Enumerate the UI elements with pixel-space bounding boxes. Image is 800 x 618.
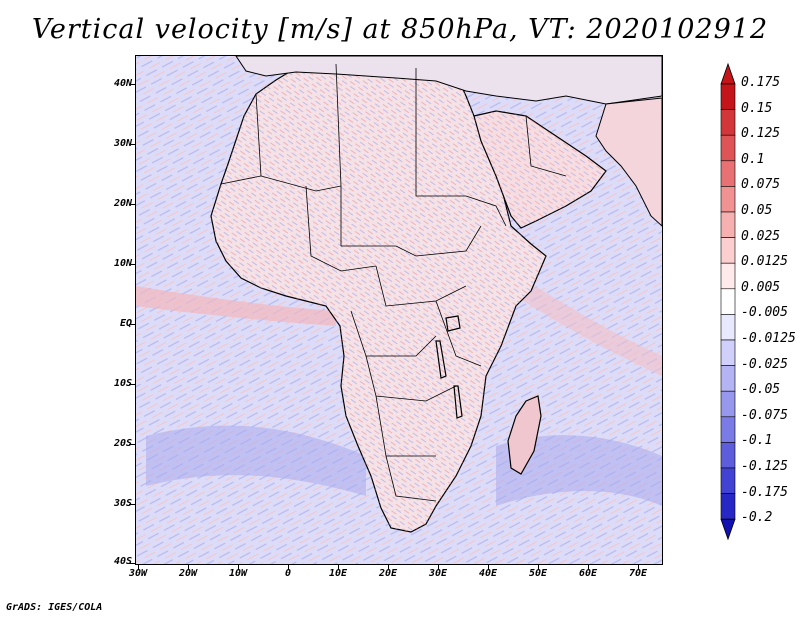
x-tick <box>288 564 289 570</box>
y-axis-label: 20S <box>113 438 132 449</box>
colorbar-label: 0.15 <box>741 100 773 116</box>
colorbar-cell <box>720 262 736 290</box>
x-tick <box>638 564 639 570</box>
south-atlantic-blue <box>146 425 366 496</box>
x-tick <box>388 564 389 570</box>
map-svg <box>136 56 662 564</box>
x-axis-label: 30E <box>428 568 448 579</box>
y-axis-label: 30S <box>113 498 132 509</box>
x-tick <box>188 564 189 570</box>
x-axis-label: 70E <box>628 568 648 579</box>
colorbar-label: 0.005 <box>741 279 781 295</box>
colorbar-label: 0.0125 <box>741 254 788 270</box>
colorbar-label: -0.1 <box>741 433 773 449</box>
y-tick <box>129 563 135 564</box>
colorbar-label: 0.05 <box>741 203 773 218</box>
colorbar-cell <box>720 83 736 110</box>
y-tick <box>129 504 135 505</box>
colorbar-cell <box>720 339 736 366</box>
y-axis-label: 40S <box>113 556 132 567</box>
colorbar-label: -0.075 <box>741 407 788 423</box>
colorbar-cell <box>720 390 736 418</box>
colorbar-cell <box>720 237 736 264</box>
lake-malawi <box>453 385 463 419</box>
colorbar <box>720 62 736 541</box>
colorbar-top-arrow <box>720 62 736 85</box>
madagascar <box>507 395 542 475</box>
colorbar-label: -0.05 <box>741 382 781 398</box>
colorbar-label: -0.0125 <box>741 331 796 346</box>
india-landmass <box>595 97 662 227</box>
colorbar-label: 0.1 <box>741 151 765 167</box>
colorbar-label: 0.175 <box>741 75 781 90</box>
country-borders <box>220 63 567 502</box>
lake-victoria <box>445 315 461 332</box>
colorbar-cell <box>720 288 736 315</box>
europe-landmass <box>235 56 662 105</box>
colorbar-label: 0.075 <box>741 177 781 193</box>
colorbar-cell <box>720 416 736 443</box>
colorbar-cell <box>720 442 736 469</box>
colorbar-cell <box>720 211 736 238</box>
colorbar-cell <box>720 186 736 213</box>
y-tick <box>129 384 135 385</box>
y-tick <box>129 444 135 445</box>
colorbar-cell <box>720 160 736 187</box>
x-axis-label: 20E <box>378 568 398 579</box>
x-tick <box>238 564 239 570</box>
colorbar-label: 0.125 <box>741 126 781 142</box>
colorbar-label: -0.175 <box>741 484 788 500</box>
colorbar-cell <box>720 493 736 520</box>
footer-credit: GrADS: IGES/COLA <box>6 602 103 613</box>
x-axis-label: 20W <box>178 568 198 579</box>
colorbar-label: 0.025 <box>741 228 781 244</box>
y-axis-label: 30N <box>113 138 132 149</box>
x-tick <box>488 564 489 570</box>
atlantic-red-band <box>136 286 336 326</box>
x-axis-label: 10E <box>328 568 348 579</box>
y-axis-label: 40N <box>113 78 132 89</box>
x-tick <box>338 564 339 570</box>
colorbar-cell <box>720 314 736 341</box>
chart-title: Vertical velocity [m/s] at 850hPa, VT: 2… <box>31 14 769 45</box>
map-frame <box>135 55 663 565</box>
y-tick <box>129 264 135 265</box>
x-tick <box>138 564 139 570</box>
y-axis-label: 20N <box>113 198 132 209</box>
colorbar-label: -0.2 <box>741 510 773 526</box>
colorbar-label: -0.025 <box>741 356 788 372</box>
x-axis-label: 60E <box>578 568 598 579</box>
y-axis-label: EQ <box>119 318 132 329</box>
colorbar-label: -0.125 <box>741 459 788 474</box>
colorbar-cell <box>720 134 736 162</box>
x-axis-label: 40E <box>478 568 498 579</box>
y-axis-label: 10N <box>113 258 132 269</box>
colorbar-cell <box>720 109 736 136</box>
x-axis-label: 50E <box>528 568 548 579</box>
x-axis-label: 10W <box>228 568 248 579</box>
y-tick <box>129 84 135 85</box>
y-tick <box>129 324 135 325</box>
lake-tanganyika <box>435 340 447 379</box>
x-tick <box>538 564 539 570</box>
x-tick <box>438 564 439 570</box>
y-axis-label: 10S <box>113 378 132 389</box>
x-axis-label: 0 <box>284 568 292 579</box>
south-indian-blue <box>496 435 662 506</box>
y-tick <box>129 144 135 145</box>
colorbar-cell <box>720 365 736 392</box>
x-axis-label: 30W <box>128 568 148 579</box>
arabia-texture <box>474 111 606 228</box>
colorbar-bottom-arrow <box>720 518 736 541</box>
x-tick <box>588 564 589 570</box>
colorbar-cell <box>720 467 736 494</box>
colorbar-label: -0.005 <box>741 305 788 321</box>
y-tick <box>129 204 135 205</box>
